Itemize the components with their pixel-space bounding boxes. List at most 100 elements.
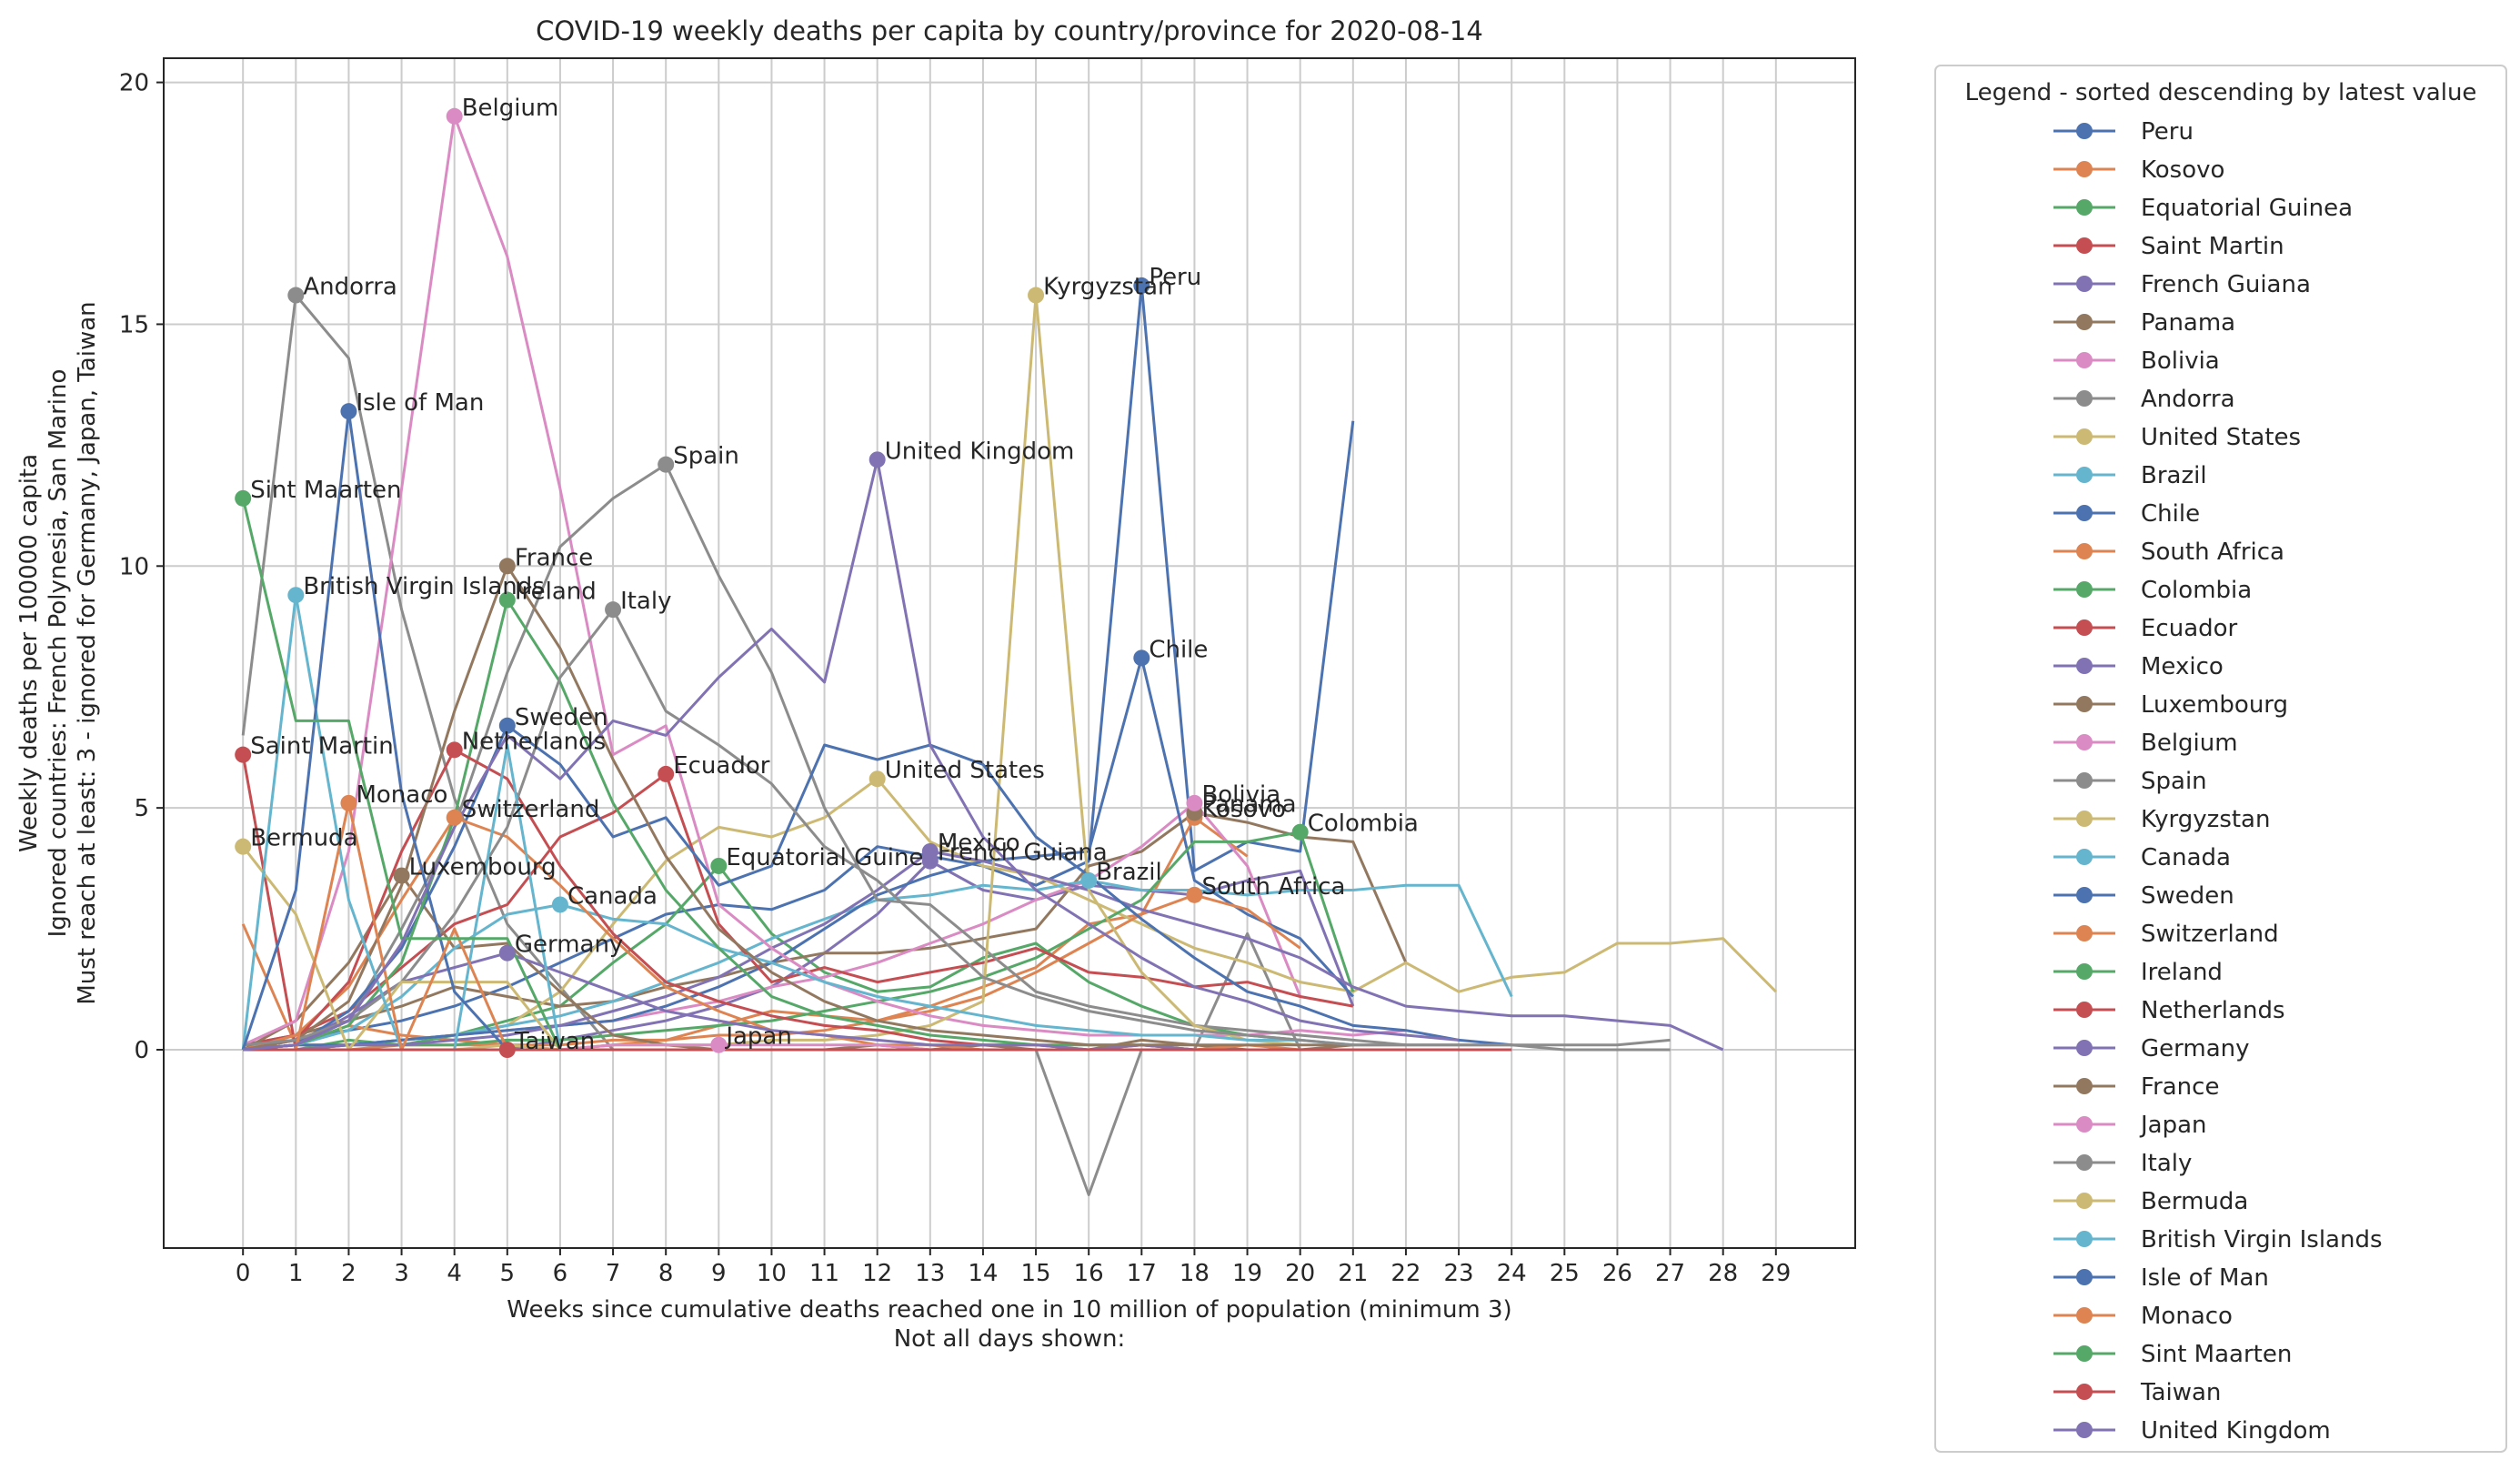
series-line-colombia — [243, 831, 1355, 1052]
peak-label-kosovo: Kosovo — [1201, 796, 1285, 823]
legend-item-isle-of-man: Isle of Man — [2053, 1264, 2269, 1292]
x-tick-label: 5 — [500, 1260, 516, 1287]
legend-item-south-africa: South Africa — [2053, 539, 2284, 566]
peak-marker-bolivia — [1186, 794, 1203, 811]
legend: Legend - sorted descending by latest val… — [1934, 65, 2507, 1453]
peak-label-saint-martin: Saint Martin — [250, 733, 394, 760]
legend-label: France — [2141, 1073, 2219, 1101]
x-tick-label: 6 — [553, 1260, 568, 1287]
peak-label-panama: Panama — [1201, 790, 1296, 818]
legend-item-andorra: Andorra — [2053, 386, 2235, 413]
peak-label-switzerland: Switzerland — [462, 796, 600, 823]
legend-swatch-marker — [2076, 734, 2093, 750]
series-line-ecuador — [242, 772, 1354, 1047]
x-tick-label: 0 — [236, 1260, 251, 1287]
series-line-united-kingdom — [243, 458, 1460, 1052]
legend-item-british-virgin-islands: British Virgin Islands — [2053, 1226, 2383, 1254]
legend-swatch-marker — [2076, 1193, 2093, 1209]
peak-marker-peru — [1133, 277, 1150, 294]
legend-label: Brazil — [2141, 462, 2207, 489]
peak-label-peru: Peru — [1149, 264, 1201, 291]
x-axis-label: Weeks since cumulative deaths reached on… — [507, 1296, 1511, 1324]
axes-frame — [163, 57, 1856, 1249]
legend-swatch-marker — [2076, 390, 2093, 407]
x-tick-label: 2 — [341, 1260, 356, 1287]
legend-item-mexico: Mexico — [2053, 653, 2224, 680]
x-tick-label: 21 — [1338, 1260, 1368, 1287]
legend-swatch-marker — [2076, 1078, 2093, 1094]
legend-swatch-marker — [2076, 467, 2093, 483]
legend-item-colombia: Colombia — [2053, 577, 2252, 604]
legend-label: Kosovo — [2141, 156, 2224, 184]
peak-label-bolivia: Bolivia — [1201, 781, 1280, 809]
peak-label-belgium: Belgium — [462, 95, 559, 122]
legend-label: Andorra — [2141, 386, 2235, 413]
y-tick-label: 10 — [119, 553, 149, 580]
peak-marker-spain — [658, 456, 675, 473]
legend-label: Sweden — [2141, 882, 2234, 910]
peak-marker-japan — [710, 1036, 728, 1053]
legend-item-monaco: Monaco — [2053, 1303, 2233, 1330]
peak-label-brazil: Brazil — [1096, 859, 1162, 886]
legend-item-peru: Peru — [2053, 118, 2194, 146]
legend-label: Belgium — [2141, 730, 2238, 757]
x-tick-label: 23 — [1444, 1260, 1474, 1287]
legend-item-united-kingdom: United Kingdom — [2053, 1417, 2331, 1445]
x-tick-label: 11 — [809, 1260, 839, 1287]
series-line-chile — [243, 656, 1354, 1052]
x-tick-label: 4 — [447, 1260, 462, 1287]
peak-marker-isle-of-man — [340, 403, 357, 420]
x-tick-label: 28 — [1708, 1260, 1738, 1287]
peak-label-ireland: Ireland — [515, 579, 597, 606]
legend-item-canada: Canada — [2053, 844, 2231, 871]
peak-marker-monaco — [340, 794, 357, 811]
legend-item-belgium: Belgium — [2053, 730, 2238, 757]
legend-label: Panama — [2141, 309, 2235, 337]
peak-marker-colombia — [1291, 823, 1309, 841]
legend-item-kyrgyzstan: Kyrgyzstan — [2053, 806, 2270, 833]
legend-swatch-marker — [2076, 352, 2093, 368]
legend-label: Mexico — [2141, 653, 2224, 680]
legend-item-sint-maarten: Sint Maarten — [2053, 1341, 2292, 1368]
peak-label-united-states: United States — [885, 757, 1045, 784]
peak-marker-italy — [605, 601, 622, 619]
legend-item-chile: Chile — [2053, 500, 2200, 528]
legend-swatch-marker — [2076, 1154, 2093, 1171]
x-tick-label: 16 — [1074, 1260, 1104, 1287]
x-tick-label: 19 — [1232, 1260, 1262, 1287]
legend-swatch-marker — [2076, 811, 2093, 827]
peak-marker-british-virgin-islands — [287, 587, 305, 604]
peak-label-germany: Germany — [515, 931, 624, 959]
legend-label: Sint Maarten — [2141, 1341, 2292, 1368]
peak-label-south-africa: South Africa — [1201, 873, 1345, 901]
x-tick-label: 20 — [1285, 1260, 1315, 1287]
legend-item-ireland: Ireland — [2053, 959, 2223, 986]
legend-swatch-marker — [2076, 237, 2093, 254]
series-line-equatorial-guinea — [243, 864, 1300, 1052]
peak-label-ecuador: Ecuador — [673, 752, 770, 780]
series-line-italy — [243, 608, 1671, 1047]
peak-marker-equatorial-guinea — [710, 857, 728, 874]
legend-label: French Guiana — [2141, 271, 2311, 298]
peak-marker-mexico — [921, 843, 939, 860]
peak-label-taiwan: Taiwan — [514, 1028, 595, 1055]
peak-marker-netherlands — [446, 741, 463, 759]
chart-title: COVID-19 weekly deaths per capita by cou… — [536, 15, 1483, 46]
peak-marker-sint-maarten — [235, 489, 252, 507]
legend-label: Peru — [2141, 118, 2194, 146]
x-axis-label: Not all days shown: — [894, 1325, 1126, 1353]
legend-item-switzerland: Switzerland — [2053, 921, 2279, 948]
legend-swatch-marker — [2076, 887, 2093, 903]
series-line-peru — [243, 284, 1355, 1047]
legend-item-luxembourg: Luxembourg — [2053, 691, 2288, 719]
legend-label: Saint Martin — [2141, 233, 2284, 260]
x-tick-label: 15 — [1021, 1260, 1051, 1287]
legend-swatch-marker — [2076, 1345, 2093, 1362]
legend-label: Ireland — [2141, 959, 2223, 986]
peak-label-andorra: Andorra — [303, 274, 397, 301]
y-tick-label: 0 — [134, 1037, 149, 1064]
peak-marker-ecuador — [658, 765, 675, 782]
x-tick-label: 14 — [968, 1260, 998, 1287]
legend-swatch-marker — [2076, 1307, 2093, 1324]
